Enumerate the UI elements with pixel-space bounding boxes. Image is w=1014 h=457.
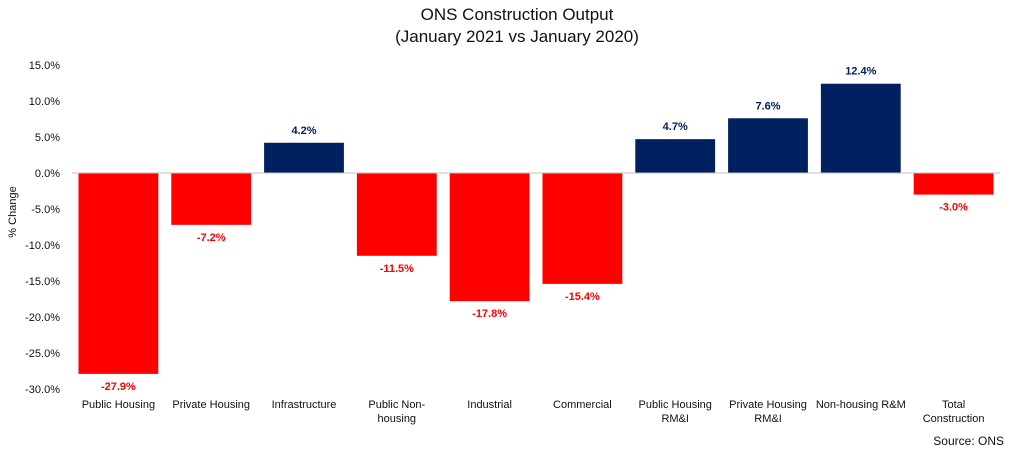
category-label: Public Housing xyxy=(82,399,155,411)
category-label: RM&I xyxy=(661,413,689,425)
category-label: Public Non- xyxy=(368,399,425,411)
category-label: Commercial xyxy=(553,399,612,411)
category-labels-group: Public Housing Private Housing Infrastruct… xyxy=(82,399,985,425)
y-axis-title: % Change xyxy=(7,186,19,237)
y-tick-label: -30.0% xyxy=(25,384,60,396)
y-tick-label: 10.0% xyxy=(29,96,60,108)
y-axis-ticks: 15.0% 10.0% 5.0% 0.0% -5.0% -10.0% -15.0% -20.0… xyxy=(25,60,60,396)
category-label: RM&I xyxy=(754,413,782,425)
bars-group xyxy=(78,83,994,374)
data-label: 12.4% xyxy=(845,66,876,78)
category-label: Industrial xyxy=(467,399,512,411)
bar xyxy=(542,173,623,284)
y-tick-label: -20.0% xyxy=(25,312,60,324)
data-label: -11.5% xyxy=(380,263,414,275)
bar xyxy=(264,142,344,173)
bar xyxy=(449,173,530,302)
category-label: Public Housing xyxy=(639,399,712,411)
data-label: -17.8% xyxy=(472,308,507,320)
data-label: 7.6% xyxy=(755,100,780,112)
bar xyxy=(913,173,994,195)
category-label: Infrastructure xyxy=(272,399,337,411)
category-label: Non-housing R&M xyxy=(816,399,906,411)
y-tick-label: -5.0% xyxy=(31,204,60,216)
y-tick-label: -10.0% xyxy=(25,240,60,252)
category-label: Private Housing xyxy=(729,399,807,411)
category-label: Total xyxy=(942,399,965,411)
bar xyxy=(635,139,716,173)
chart-title: ONS Construction Output xyxy=(421,5,614,24)
data-label: -7.2% xyxy=(197,232,226,244)
category-label: Private Housing xyxy=(172,399,250,411)
y-tick-label: -25.0% xyxy=(25,348,60,360)
bar xyxy=(171,173,252,225)
data-labels-group: -27.9% -7.2% 4.2% -11.5% -17.8% -15.4% 4.7% 7.6… xyxy=(101,66,968,393)
data-label: 4.7% xyxy=(663,121,688,133)
bar xyxy=(820,83,901,173)
data-label: -27.9% xyxy=(101,381,136,393)
chart-subtitle: (January 2021 vs January 2020) xyxy=(395,27,639,46)
category-label: Construction xyxy=(923,413,985,425)
source-note: Source: ONS xyxy=(933,434,1004,448)
y-tick-label: 5.0% xyxy=(35,132,60,144)
bar xyxy=(78,173,159,374)
bar xyxy=(728,118,808,173)
bar xyxy=(356,173,437,256)
data-label: -3.0% xyxy=(939,202,968,214)
y-tick-label: 15.0% xyxy=(29,60,60,72)
y-tick-label: -15.0% xyxy=(25,276,60,288)
category-label: housing xyxy=(378,413,417,425)
data-label: 4.2% xyxy=(291,125,316,137)
data-label: -15.4% xyxy=(565,291,600,303)
y-tick-label: 0.0% xyxy=(35,168,60,180)
